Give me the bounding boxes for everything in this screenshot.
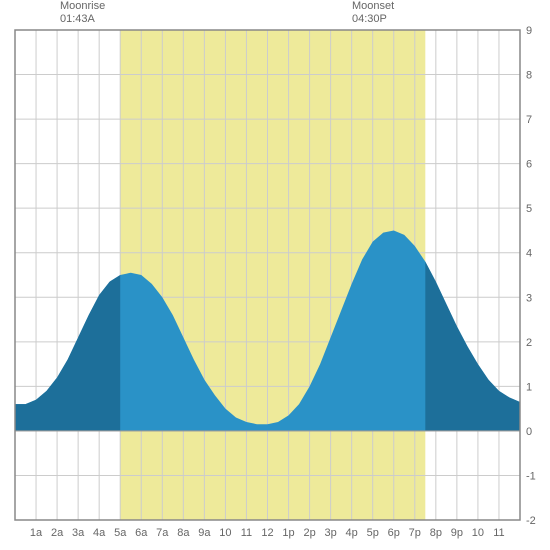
svg-text:7: 7	[526, 114, 532, 126]
svg-text:3: 3	[526, 292, 532, 304]
svg-text:1: 1	[526, 381, 532, 393]
svg-text:7p: 7p	[409, 527, 421, 539]
svg-text:0: 0	[526, 426, 532, 438]
svg-text:1a: 1a	[30, 527, 43, 539]
svg-text:5: 5	[526, 203, 532, 215]
moonset-label: Moonset	[352, 0, 394, 13]
chart-header: Moonrise 01:43A Moonset 04:30P	[0, 0, 550, 30]
moonrise-label-group: Moonrise 01:43A	[60, 0, 105, 26]
svg-text:4: 4	[526, 248, 532, 260]
chart-svg: -2-101234567891a2a3a4a5a6a7a8a9a1011121p…	[0, 0, 550, 550]
svg-text:12: 12	[261, 527, 273, 539]
svg-text:-1: -1	[526, 470, 536, 482]
svg-text:1p: 1p	[282, 527, 294, 539]
svg-text:-2: -2	[526, 515, 536, 527]
svg-text:8: 8	[526, 70, 532, 82]
svg-text:8p: 8p	[430, 527, 442, 539]
svg-text:2p: 2p	[303, 527, 315, 539]
svg-text:6p: 6p	[388, 527, 400, 539]
svg-text:2a: 2a	[51, 527, 64, 539]
moonset-time: 04:30P	[352, 13, 394, 26]
svg-text:5p: 5p	[367, 527, 379, 539]
tide-chart: Moonrise 01:43A Moonset 04:30P -2-101234…	[0, 0, 550, 550]
svg-text:4p: 4p	[346, 527, 358, 539]
moonset-label-group: Moonset 04:30P	[352, 0, 394, 26]
svg-text:10: 10	[219, 527, 231, 539]
moonrise-time: 01:43A	[60, 13, 105, 26]
svg-text:11: 11	[241, 527, 252, 539]
svg-text:10: 10	[472, 527, 484, 539]
svg-text:11: 11	[493, 527, 504, 539]
svg-text:6a: 6a	[135, 527, 148, 539]
svg-text:3p: 3p	[325, 527, 337, 539]
svg-text:8a: 8a	[177, 527, 190, 539]
moonrise-label: Moonrise	[60, 0, 105, 13]
svg-text:3a: 3a	[72, 527, 85, 539]
svg-text:9p: 9p	[451, 527, 463, 539]
svg-text:2: 2	[526, 337, 532, 349]
svg-text:7a: 7a	[156, 527, 169, 539]
svg-text:4a: 4a	[93, 527, 106, 539]
svg-text:5a: 5a	[114, 527, 127, 539]
svg-text:9a: 9a	[198, 527, 211, 539]
svg-text:6: 6	[526, 159, 532, 171]
